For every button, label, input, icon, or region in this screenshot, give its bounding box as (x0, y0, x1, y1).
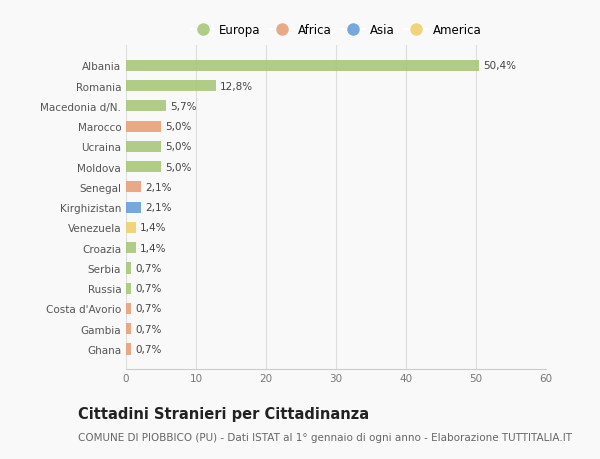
Bar (126, 81, 215, 92)
Bar (126, 101, 166, 112)
Text: 5,0%: 5,0% (165, 162, 191, 172)
Text: COMUNE DI PIOBBICO (PU) - Dati ISTAT al 1° gennaio di ogni anno - Elaborazione T: COMUNE DI PIOBBICO (PU) - Dati ISTAT al … (78, 432, 572, 442)
Bar (126, 344, 131, 355)
Text: 5,0%: 5,0% (165, 142, 191, 152)
Bar (126, 61, 479, 72)
Text: Cittadini Stranieri per Cittadinanza: Cittadini Stranieri per Cittadinanza (78, 406, 369, 421)
Text: 0,7%: 0,7% (135, 344, 161, 354)
Bar (126, 324, 131, 335)
Bar (126, 141, 161, 152)
Text: 50,4%: 50,4% (483, 61, 516, 71)
Bar (126, 222, 136, 234)
Text: 0,7%: 0,7% (135, 263, 161, 274)
Text: 0,7%: 0,7% (135, 324, 161, 334)
Text: 5,7%: 5,7% (170, 101, 197, 112)
Bar (126, 263, 131, 274)
Text: 0,7%: 0,7% (135, 284, 161, 294)
Bar (126, 182, 140, 193)
Bar (126, 303, 131, 314)
Text: 2,1%: 2,1% (145, 203, 172, 213)
Text: 0,7%: 0,7% (135, 304, 161, 314)
Text: 1,4%: 1,4% (140, 223, 167, 233)
Text: 1,4%: 1,4% (140, 243, 167, 253)
Bar (126, 121, 161, 132)
Bar (126, 162, 161, 173)
Bar (126, 283, 131, 294)
Text: 2,1%: 2,1% (145, 183, 172, 192)
Text: 12,8%: 12,8% (220, 81, 253, 91)
Bar (126, 202, 140, 213)
Text: 5,0%: 5,0% (165, 122, 191, 132)
Legend: Europa, Africa, Asia, America: Europa, Africa, Asia, America (186, 19, 486, 42)
Bar (126, 242, 136, 254)
